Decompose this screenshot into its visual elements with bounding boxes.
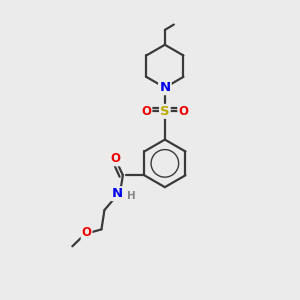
Text: O: O [82,226,92,239]
Text: O: O [141,105,152,118]
Text: N: N [159,81,170,94]
Text: H: H [127,191,136,201]
Text: S: S [160,105,170,118]
Text: O: O [178,105,188,118]
Text: O: O [110,152,120,165]
Text: N: N [159,81,170,94]
Text: N: N [112,187,123,200]
